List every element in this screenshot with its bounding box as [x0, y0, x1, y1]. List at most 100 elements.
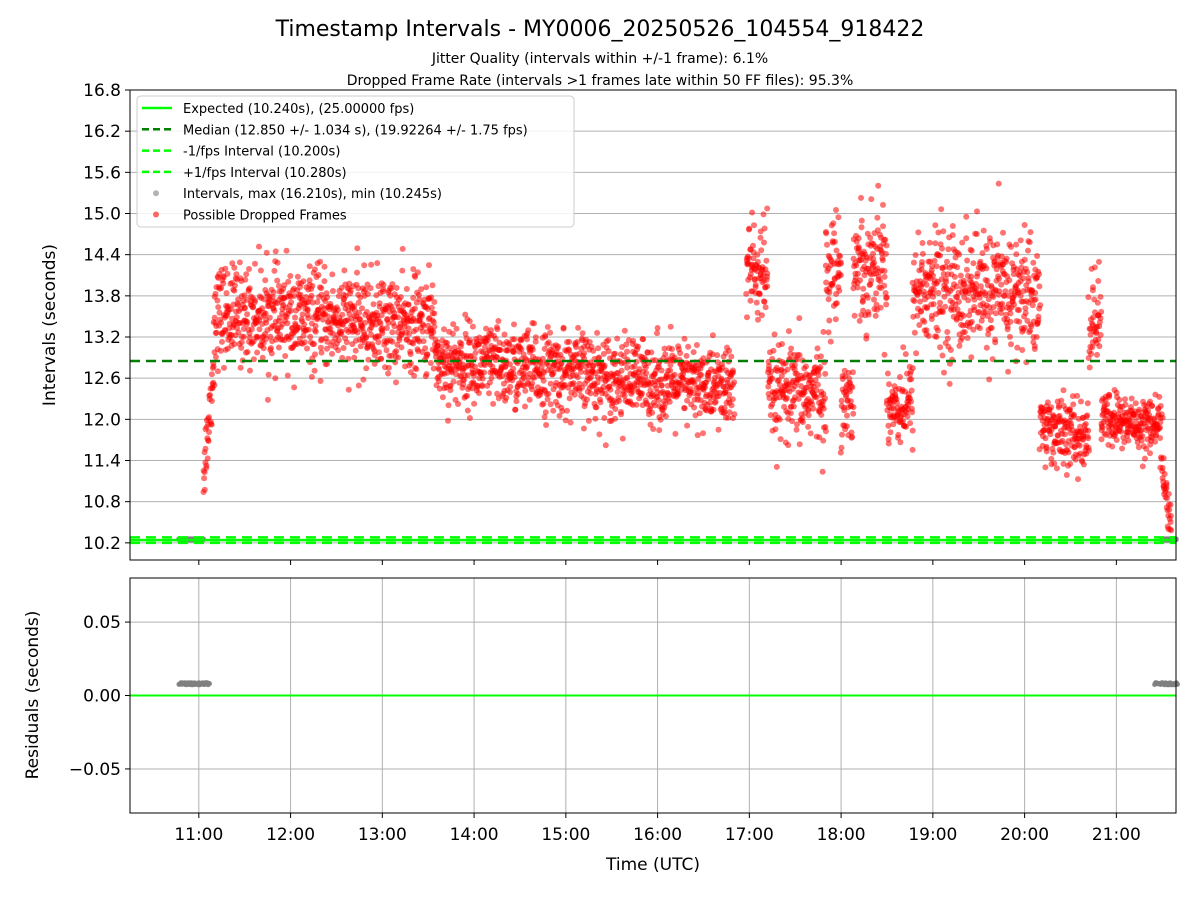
dropped-frame-point	[1152, 438, 1159, 445]
dropped-frame-point	[1042, 435, 1049, 442]
dropped-frame-point	[612, 350, 618, 357]
dropped-frame-point	[658, 382, 665, 389]
dropped-frame-point	[584, 396, 590, 403]
dropped-frame-point	[933, 333, 940, 340]
dropped-frame-point	[1156, 393, 1163, 400]
dropped-frame-point	[881, 351, 888, 358]
dropped-frame-point	[986, 376, 993, 383]
dropped-frame-point	[1085, 294, 1092, 301]
dropped-frame-point	[1032, 296, 1039, 303]
reference-lines	[130, 359, 1176, 545]
dropped-frame-point	[420, 322, 427, 329]
dropped-frame-point	[949, 232, 956, 239]
dropped-frame-point	[329, 271, 336, 278]
dropped-frame-point	[543, 422, 550, 428]
dropped-frame-point	[271, 307, 278, 314]
dropped-frame-point	[607, 386, 614, 393]
dropped-frame-point	[594, 379, 601, 386]
dropped-frame-point	[566, 338, 572, 345]
dropped-frame-point	[1065, 449, 1072, 456]
dropped-frame-point	[555, 390, 562, 397]
dropped-frame-point	[749, 209, 756, 216]
dropped-frame-point	[270, 289, 277, 296]
dropped-frame-point	[1165, 490, 1172, 497]
dropped-frame-point	[849, 433, 856, 440]
dropped-frame-point	[445, 417, 451, 424]
dropped-frame-point	[354, 245, 361, 252]
dropped-frame-point	[291, 384, 298, 391]
dropped-frame-point	[886, 381, 892, 388]
dropped-frame-point	[639, 390, 645, 397]
dropped-frame-point	[874, 227, 881, 234]
dropped-frame-point	[1113, 437, 1120, 443]
dropped-frame-point	[911, 298, 918, 305]
dropped-frame-point	[637, 373, 643, 380]
dropped-frame-point	[399, 245, 406, 252]
dropped-frame-point	[391, 323, 398, 330]
dropped-frame-point	[272, 375, 279, 382]
dropped-frame-point	[441, 348, 448, 355]
dropped-frame-point	[756, 291, 763, 298]
dropped-frame-point	[314, 299, 321, 305]
dropped-frame-point	[927, 258, 933, 265]
chart-subtitle-dropped: Dropped Frame Rate (intervals >1 frames …	[347, 73, 854, 89]
dropped-frame-point	[506, 361, 513, 368]
dropped-frame-point	[770, 347, 777, 354]
dropped-frame-point	[449, 330, 456, 337]
dropped-frame-point	[619, 435, 626, 442]
dropped-frame-point	[681, 335, 688, 342]
dropped-frame-point	[1138, 437, 1145, 444]
dropped-frame-point	[1022, 310, 1029, 316]
dropped-frame-point	[246, 266, 252, 272]
dropped-frame-point	[429, 282, 436, 289]
dropped-frame-point	[874, 214, 881, 221]
dropped-frame-point	[324, 294, 331, 301]
dropped-frame-point	[471, 400, 478, 407]
dropped-frame-point	[416, 338, 423, 345]
dropped-frame-point	[970, 326, 977, 333]
dropped-frame-point	[961, 329, 968, 336]
dropped-frame-point	[357, 343, 364, 350]
dropped-frame-point	[914, 312, 921, 319]
dropped-frame-point	[631, 363, 638, 370]
dropped-frame-point	[884, 370, 891, 377]
dropped-frame-point	[201, 475, 208, 482]
dropped-frame-point	[728, 402, 735, 409]
x-tick-label: 21:00	[1092, 825, 1141, 845]
dropped-frame-point	[1036, 271, 1042, 278]
dropped-frame-point	[763, 257, 770, 264]
dropped-frame-point	[596, 431, 603, 438]
dropped-frame-point	[1025, 275, 1032, 281]
dropped-frame-point	[539, 355, 546, 362]
dropped-frame-point	[1003, 255, 1010, 262]
dropped-frame-point	[812, 377, 819, 384]
dropped-frame-point	[1118, 428, 1125, 435]
dropped-frame-point	[785, 442, 792, 449]
dropped-frame-point	[976, 325, 983, 332]
dropped-frame-point	[974, 208, 980, 215]
dropped-frame-point	[339, 311, 346, 318]
dropped-frame-point	[691, 380, 698, 387]
dropped-frame-point	[998, 253, 1005, 260]
dropped-frame-point	[540, 400, 547, 407]
dropped-frame-point	[978, 317, 985, 324]
dropped-frame-point	[662, 413, 669, 420]
dropped-frame-point	[726, 391, 733, 398]
dropped-frame-point	[605, 348, 612, 355]
dropped-frame-point	[324, 338, 331, 345]
dropped-frame-point	[798, 383, 804, 389]
dropped-frame-point	[213, 329, 220, 336]
dropped-frame-point	[201, 486, 208, 493]
dropped-frame-point	[302, 294, 309, 300]
dropped-frame-point	[532, 338, 539, 345]
dropped-frame-point	[542, 409, 549, 416]
dropped-frame-point	[1082, 421, 1089, 427]
dropped-frame-point	[575, 324, 582, 331]
dropped-frame-point	[832, 316, 839, 323]
legend-label: Median (12.850 +/- 1.034 s), (19.92264 +…	[183, 123, 528, 138]
dropped-frame-point	[475, 390, 482, 396]
intervals-y-tick-label: 12.6	[83, 369, 121, 389]
dropped-frame-point	[494, 390, 501, 397]
dropped-frame-point	[281, 282, 288, 289]
intervals-y-tick-label: 15.0	[83, 205, 121, 225]
